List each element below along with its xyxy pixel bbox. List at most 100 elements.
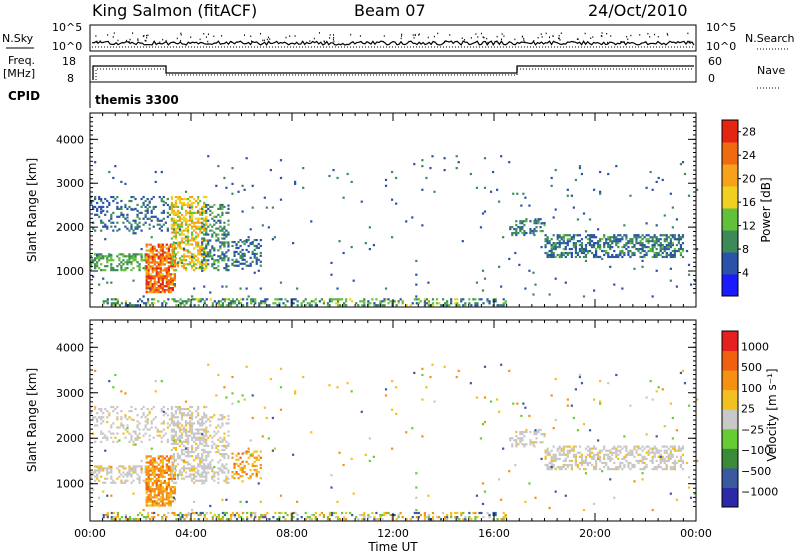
echo-cell <box>259 238 262 242</box>
echo-cell <box>161 500 164 503</box>
echo-cell <box>147 259 150 262</box>
echo-cell <box>146 207 149 211</box>
echo-cell <box>160 170 163 174</box>
echo-cell <box>627 249 630 253</box>
echo-cell <box>615 240 618 243</box>
echo-cell <box>554 453 557 456</box>
echo-cell <box>479 226 483 229</box>
echo-cell <box>279 386 283 389</box>
echo-cell <box>147 473 150 476</box>
echo-cell <box>161 302 164 305</box>
echo-cell <box>687 486 691 489</box>
echo-cell <box>483 277 487 280</box>
echo-cell <box>151 265 154 268</box>
echo-cell <box>211 436 214 439</box>
echo-cell <box>209 416 212 419</box>
echo-cell <box>543 222 546 225</box>
echo-cell <box>429 375 432 379</box>
echo-cell <box>558 244 561 247</box>
echo-cell <box>211 304 214 307</box>
echo-cell <box>178 257 182 260</box>
echo-cell <box>161 283 164 286</box>
echo-cell <box>257 242 260 246</box>
echo-cell <box>217 165 220 168</box>
echo-cell <box>147 290 150 294</box>
echo-cell <box>171 265 175 268</box>
echo-cell <box>98 471 101 474</box>
echo-cell <box>100 269 103 272</box>
echo-cell <box>134 443 137 446</box>
echo-cell <box>671 236 674 239</box>
echo-cell <box>170 209 173 212</box>
echo-cell <box>136 253 139 256</box>
echo-cell <box>597 451 600 454</box>
echo-cell <box>229 302 233 305</box>
echo-cell <box>159 473 162 476</box>
echo-cell <box>182 453 186 456</box>
echo-cell <box>578 244 582 247</box>
echo-cell <box>607 465 610 469</box>
echo-cell <box>235 304 239 307</box>
echo-cell <box>540 222 543 225</box>
echo-cell <box>280 298 283 301</box>
echo-cell <box>456 304 459 307</box>
echo-cell <box>191 438 194 441</box>
echo-cell <box>159 263 162 266</box>
echo-cell <box>100 253 103 256</box>
echo-cell <box>180 221 184 224</box>
echo-cell <box>102 255 105 258</box>
echo-cell <box>572 234 575 237</box>
echo-cell <box>201 461 204 464</box>
echo-cell <box>427 518 431 521</box>
echo-cell <box>474 511 477 515</box>
echo-cell <box>180 442 184 445</box>
echo-cell <box>126 427 129 430</box>
echo-cell <box>193 211 196 214</box>
echo-cell <box>186 229 190 232</box>
echo-cell <box>393 300 396 303</box>
echo-cell <box>163 469 166 472</box>
echo-cell <box>431 304 435 307</box>
echo-cell <box>229 518 233 521</box>
echo-cell <box>237 190 240 193</box>
echo-cell <box>138 265 141 268</box>
echo-cell <box>110 511 113 515</box>
echo-cell <box>205 414 208 417</box>
echo-cell <box>566 455 569 458</box>
echo-cell <box>384 388 388 391</box>
echo-cell <box>147 488 150 491</box>
echo-cell <box>191 231 194 234</box>
echo-cell <box>574 461 577 465</box>
echo-cell <box>415 508 418 512</box>
echo-cell <box>588 455 592 458</box>
echo-cell <box>213 471 216 474</box>
echo-cell <box>653 245 656 249</box>
echo-cell <box>184 461 188 464</box>
echo-cell <box>167 465 170 468</box>
echo-cell <box>367 515 370 519</box>
cpid-label: CPID <box>8 89 40 103</box>
power-cbar-label: Power [dB] <box>759 177 773 242</box>
echo-cell <box>675 249 678 253</box>
echo-cell <box>112 422 115 425</box>
echo-cell <box>223 513 227 517</box>
echo-cell <box>239 302 243 305</box>
echo-cell <box>197 253 200 256</box>
echo-cell <box>170 471 173 474</box>
echo-cell <box>167 257 170 260</box>
echo-cell <box>364 242 367 245</box>
echo-cell <box>498 265 501 268</box>
echo-cell <box>296 300 299 303</box>
echo-cell <box>203 217 206 220</box>
echo-cell <box>165 481 168 485</box>
echo-cell <box>159 269 162 272</box>
echo-cell <box>167 498 170 501</box>
echo-cell <box>247 450 250 453</box>
echo-cell <box>637 445 640 448</box>
echo-cell <box>151 298 154 301</box>
echo-cell <box>138 217 141 220</box>
nsearch-dot <box>333 34 335 36</box>
echo-cell <box>188 206 192 209</box>
echo-cell <box>595 461 598 465</box>
echo-cell <box>118 253 121 256</box>
